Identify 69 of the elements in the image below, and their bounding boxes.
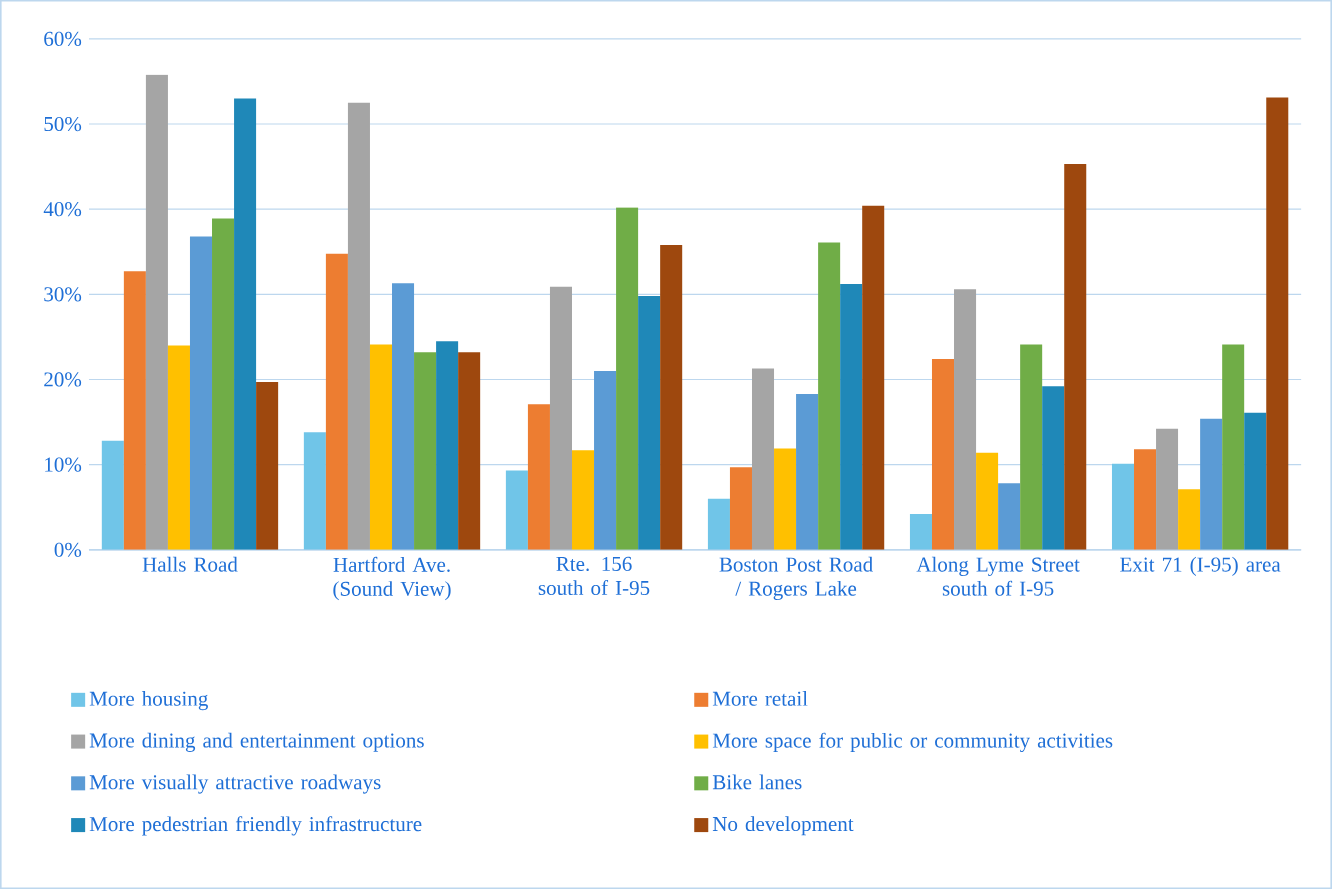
- legend-label: More space for public or community activities: [712, 732, 1113, 752]
- bar: [549, 286, 572, 550]
- bar: [347, 102, 370, 550]
- y-tick-label: 10%: [45, 457, 82, 472]
- legend-label: No development: [712, 816, 854, 836]
- bar: [189, 236, 213, 550]
- bar: [840, 284, 863, 550]
- bar: [774, 448, 797, 550]
- bar: [660, 244, 683, 550]
- bar: [458, 352, 481, 550]
- bar: [1266, 97, 1289, 550]
- bar: [369, 344, 393, 550]
- bar: [101, 440, 124, 550]
- bar: [167, 345, 190, 550]
- bar: [954, 289, 977, 550]
- bar: [572, 450, 595, 550]
- x-tick-label: Halls Road: [142, 556, 238, 572]
- bar: [303, 432, 326, 550]
- bar: [256, 381, 279, 550]
- bar: [1222, 344, 1245, 550]
- bar: [594, 370, 617, 550]
- legend-label: Bike lanes: [712, 774, 802, 790]
- bar: [414, 352, 437, 550]
- bar: [931, 358, 955, 550]
- bar: [1200, 418, 1223, 550]
- bar: [234, 98, 257, 550]
- bar: [729, 467, 752, 550]
- legend-label: More visually attractive roadways: [89, 774, 381, 794]
- bar: [796, 393, 819, 550]
- bar: [1156, 428, 1179, 550]
- legend-label: More dining and entertainment options: [89, 732, 424, 752]
- legend-label: More housing: [89, 690, 208, 711]
- bar: [505, 470, 528, 550]
- x-tick-label: Boston Post Road / Rogers Lake: [719, 556, 873, 600]
- bar: [862, 205, 885, 550]
- bar: [527, 404, 550, 550]
- bar: [212, 218, 235, 550]
- x-tick-label: Along Lyme Street south of I-95: [916, 556, 1080, 596]
- y-tick-label: 30%: [44, 287, 82, 302]
- x-tick-label: Rte. 156 south of I-95: [538, 556, 650, 595]
- bar: [123, 271, 146, 550]
- y-tick-label: 20%: [44, 372, 82, 387]
- bar: [436, 341, 459, 550]
- bar: [1111, 463, 1135, 550]
- bar: [1244, 412, 1267, 550]
- bar: [751, 368, 775, 550]
- bar: [1042, 386, 1065, 550]
- bar: [707, 498, 730, 550]
- bar: [1178, 489, 1201, 550]
- bar: [909, 513, 932, 550]
- x-tick-label: Exit 71 (I-95) area: [1120, 556, 1281, 576]
- bar: [998, 483, 1021, 550]
- bar: [1064, 163, 1087, 550]
- x-tick-label: Hartford Ave. (Sound View): [333, 556, 451, 601]
- y-tick-label: 40%: [43, 201, 82, 217]
- y-tick-label: 50%: [44, 116, 82, 132]
- bar: [976, 452, 999, 550]
- legend-label: More retail: [712, 690, 808, 706]
- bar: [638, 295, 661, 550]
- y-tick-label: 0%: [54, 542, 82, 557]
- bar: [392, 283, 415, 550]
- bar: [325, 253, 348, 550]
- bar: [1134, 449, 1157, 550]
- bar: [1020, 344, 1043, 550]
- bar: [145, 74, 168, 550]
- y-tick-label: 60%: [44, 31, 82, 46]
- legend-label: More pedestrian friendly infrastructure: [89, 816, 422, 836]
- bar: [818, 242, 841, 550]
- bar: [616, 207, 639, 550]
